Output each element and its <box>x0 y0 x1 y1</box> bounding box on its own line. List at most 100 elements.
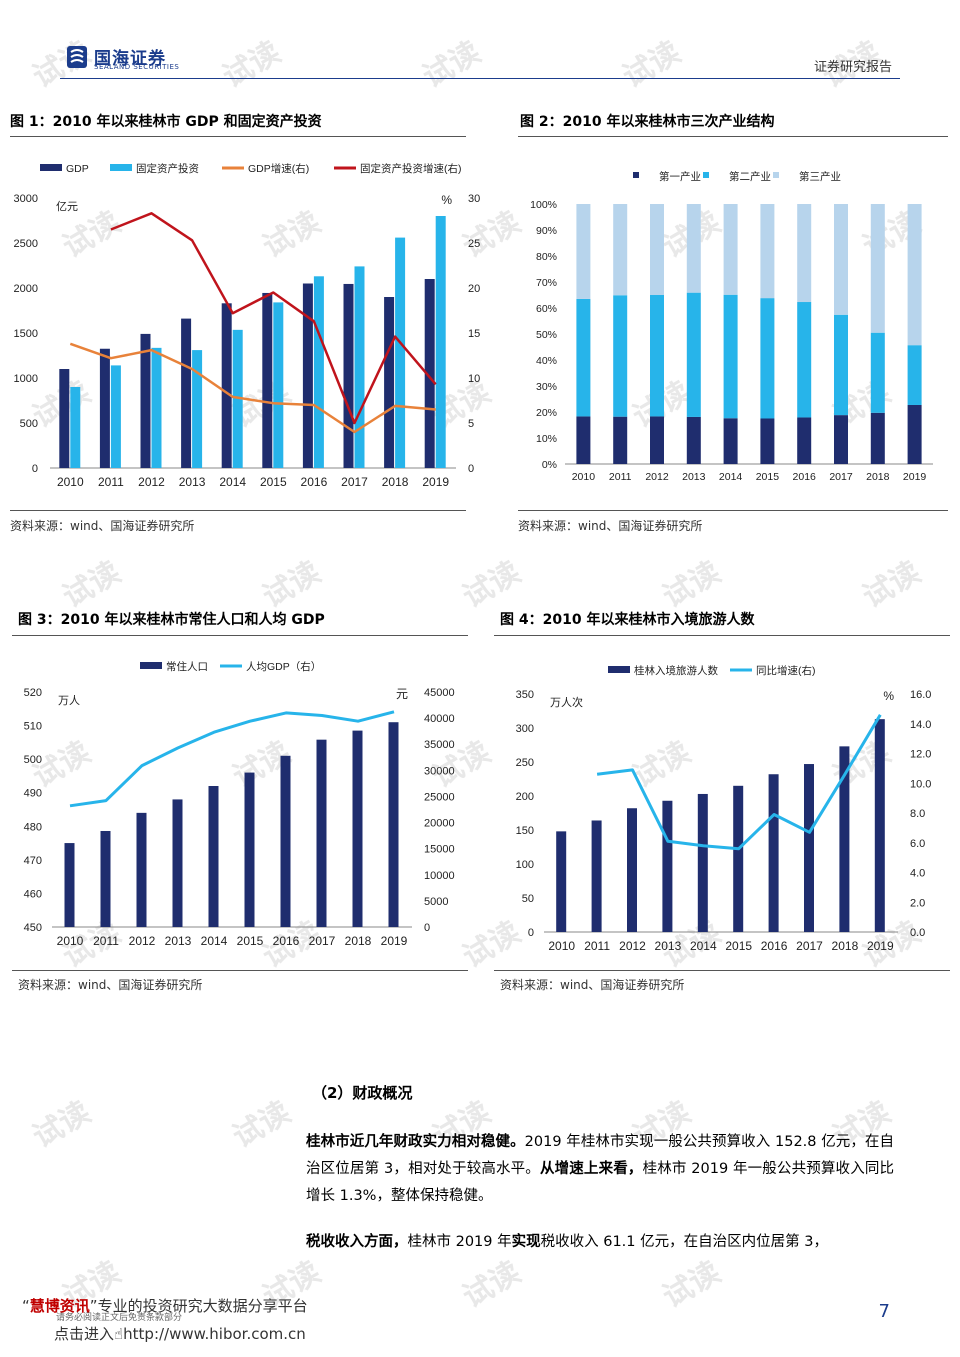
figure-4-top-rule <box>494 635 950 636</box>
bar-GDP <box>302 283 313 468</box>
y-tick-label: 0% <box>542 459 557 471</box>
bar-第一产业 <box>870 412 885 464</box>
x-tick-label: 2012 <box>129 934 156 948</box>
y-tick-label: 90% <box>536 225 557 237</box>
y-tick-label: 1000 <box>14 373 38 385</box>
y-tick-label: 10% <box>536 433 557 445</box>
y-right-tick-label: 20 <box>468 283 480 295</box>
y-tick-label: 300 <box>516 723 534 735</box>
y-unit-label: 亿元 <box>56 200 78 213</box>
bar-第二产业 <box>834 314 848 416</box>
bar-常住人口 <box>388 722 399 927</box>
y-tick-label: 520 <box>24 687 42 699</box>
paragraph-fiscal-strength: 桂林市近几年财政实力相对稳健。2019 年桂林市实现一般公共预算收入 152.8… <box>306 1129 894 1210</box>
hibor-link[interactable]: http://www.hibor.com.cn <box>123 1325 306 1343</box>
x-tick-label: 2012 <box>619 939 646 953</box>
bar-第三产业 <box>686 204 701 293</box>
bar-第一产业 <box>723 418 738 464</box>
y-right-tick-label: 6.0 <box>910 838 925 850</box>
y-tick-label: 250 <box>516 757 534 769</box>
bar-GDP <box>343 283 354 468</box>
y-tick-label: 450 <box>24 922 42 934</box>
bar-第三产业 <box>723 204 738 295</box>
footer-brand-name: 慧博资讯 <box>29 1297 90 1315</box>
bar-常住人口 <box>280 755 291 927</box>
x-tick-label: 2013 <box>682 471 706 483</box>
y-right-unit-label: % <box>441 193 452 207</box>
bar-第二产业 <box>870 332 885 413</box>
y-tick-label: 100 <box>516 859 534 871</box>
bar-固定资产投资 <box>435 216 446 468</box>
legend-label: 桂林入境旅游人数 <box>634 664 718 677</box>
x-tick-label: 2017 <box>341 475 368 489</box>
y-right-tick-label: 0 <box>468 463 474 475</box>
y-right-tick-label: 15 <box>468 328 480 340</box>
y-right-tick-label: 0.0 <box>910 927 925 939</box>
bar-第三产业 <box>650 204 664 295</box>
footer-brand-quote: “ <box>22 1297 30 1315</box>
y-right-tick-label: 8.0 <box>910 808 925 820</box>
y-right-tick-label: 5 <box>468 418 474 430</box>
figure-4-source: 资料来源：wind、国海证券研究所 <box>500 978 685 992</box>
bar-桂林入境旅游人数 <box>839 746 850 932</box>
y-tick-label: 70% <box>536 277 557 289</box>
x-tick-label: 2016 <box>273 934 300 948</box>
x-tick-label: 2011 <box>98 475 124 489</box>
legend-label: 固定资产投资 <box>136 162 199 175</box>
figure-3-bottom-rule <box>12 970 468 971</box>
paragraph-tax-revenue: 税收收入方面，桂林市 2019 年实现税收收入 61.1 亿元，在自治区内位居第… <box>306 1229 894 1256</box>
bar-第二产业 <box>723 294 738 419</box>
y-tick-label: 0 <box>528 927 534 939</box>
x-tick-label: 2013 <box>179 475 206 489</box>
y-tick-label: 350 <box>516 689 534 701</box>
bar-固定资产投资 <box>192 350 203 468</box>
x-tick-label: 2011 <box>93 934 119 948</box>
bar-常住人口 <box>100 830 111 927</box>
x-tick-label: 2010 <box>548 939 575 953</box>
legend-label: GDP <box>66 163 89 175</box>
legend-label: 同比增速(右) <box>756 664 816 677</box>
x-tick-label: 2010 <box>57 475 84 489</box>
bar-第二产业 <box>576 298 591 417</box>
y-tick-label: 20% <box>536 407 557 419</box>
x-tick-label: 2011 <box>609 471 632 483</box>
y-tick-label: 490 <box>24 788 42 800</box>
y-tick-label: 500 <box>20 418 38 430</box>
y-right-tick-label: 25 <box>468 238 480 250</box>
bar-第三产业 <box>797 204 812 303</box>
bar-桂林入境旅游人数 <box>874 719 885 932</box>
x-tick-label: 2018 <box>382 475 409 489</box>
y-right-tick-label: 15000 <box>424 844 455 856</box>
footer-brand-slogan: ”专业的投资研究大数据分享平台 <box>89 1297 308 1315</box>
y-right-tick-label: 10000 <box>424 870 455 882</box>
y-tick-label: 50% <box>536 329 557 341</box>
line-固定资产投资增速(右) <box>110 212 437 425</box>
chart-inbound-tourists: 桂林入境旅游人数 同比增速(右) 0 50 100 150 200 250 300 350 0.0 2… <box>516 664 932 953</box>
x-tick-label: 2014 <box>219 475 246 489</box>
x-tick-label: 2013 <box>165 934 192 948</box>
x-tick-label: 2010 <box>57 934 84 948</box>
legend-label: 人均GDP（右） <box>246 660 321 673</box>
bar-GDP <box>262 292 273 468</box>
bar-第一产业 <box>797 417 812 464</box>
figure-3-top-rule <box>12 635 468 636</box>
bar-第一产业 <box>686 416 701 464</box>
legend-label: 第三产业 <box>799 170 841 183</box>
figure-3-title: 图 3：2010 年以来桂林市常住人口和人均 GDP <box>18 612 325 628</box>
x-tick-label: 2018 <box>866 471 890 483</box>
paragraph-1-text-b: 桂林市 2019 年一般公共预算收入同比增长 1.3%，整体保持稳健。 <box>306 1161 895 1204</box>
figure-2-top-rule <box>518 136 948 137</box>
bar-桂林入境旅游人数 <box>804 764 814 932</box>
legend-swatch <box>703 172 709 178</box>
bar-第三产业 <box>760 204 775 299</box>
y-right-unit-label: 元 <box>396 687 408 701</box>
legend-swatch <box>773 172 779 178</box>
x-tick-label: 2016 <box>761 939 788 953</box>
x-tick-label: 2015 <box>725 939 752 953</box>
bar-GDP <box>384 297 395 468</box>
y-tick-label: 100% <box>530 199 557 211</box>
y-right-tick-label: 0 <box>424 922 430 934</box>
paragraph-2-lead: 税收收入方面， <box>306 1234 408 1250</box>
paragraph-1-emphasis: 从增速上来看， <box>539 1161 643 1177</box>
legend-label: GDP增速(右) <box>248 162 309 175</box>
